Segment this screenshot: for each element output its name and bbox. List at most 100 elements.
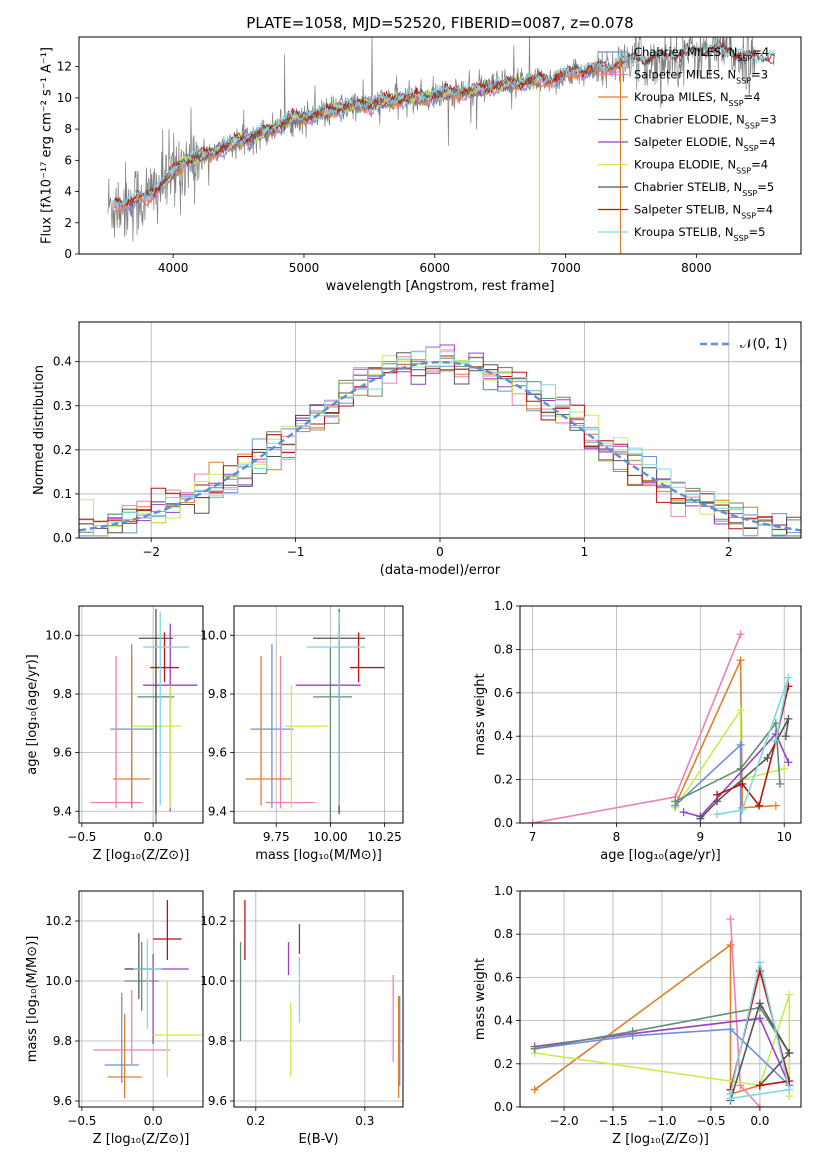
x-tick-label: −0.5 — [67, 830, 96, 844]
x-axis-label: E(B-V) — [298, 1132, 338, 1147]
legend-text: Chabrier MILES, N — [634, 45, 737, 59]
x-tick-label: 0 — [436, 545, 444, 559]
legend-label: 𝒩(0, 1) — [740, 337, 787, 352]
plot-area — [79, 344, 801, 537]
legend-sub: SSP — [744, 144, 759, 153]
legend-tail: =3 — [760, 113, 777, 127]
plot-area — [530, 915, 794, 1107]
y-tick-label: 0.4 — [494, 1014, 513, 1028]
y-tick-label: 1.0 — [494, 884, 513, 898]
y-tick-label: 0.2 — [494, 773, 513, 787]
legend-sub: SSP — [745, 121, 760, 130]
y-axis-label: mass [log₁₀(M/M⊙)] — [25, 936, 40, 1063]
y-tick-label: 0 — [64, 247, 72, 261]
y-tick-label: 4 — [64, 185, 72, 199]
weight-line — [534, 943, 761, 1096]
y-axis-label: mass weight — [473, 958, 488, 1040]
legend-sub: SSP — [737, 54, 752, 63]
x-tick-label: 5000 — [289, 261, 320, 275]
panel-mass_weight_vs_Z: −2.0 −1.5 −1.0 −0.5 0.0 0.0 0.2 0.4 0.6 0.8 1.0 Z [… — [473, 884, 802, 1147]
plot-area — [90, 608, 198, 823]
x-tick-label: −1 — [287, 545, 305, 559]
legend-label: Chabrier MILES, NSSP=4 — [634, 45, 769, 63]
legend-sub: SSP — [729, 99, 744, 108]
weight-line — [674, 743, 742, 823]
y-tick-label: 10 — [57, 91, 72, 105]
y-tick-label: 9.4 — [208, 804, 227, 818]
x-tick-label: 10 — [777, 830, 792, 844]
y-tick-label: 0.8 — [494, 927, 513, 941]
x-axis-label: (data-model)/error — [380, 563, 501, 578]
legend-sub: SSP — [736, 76, 751, 85]
panel-mass_vs_Z: −0.5 0.0 9.6 9.8 10.0 10.2 Z [log₁₀(Z/Z⊙)] mass… — [25, 890, 204, 1147]
axes-frame — [78, 605, 204, 824]
weight-line — [729, 962, 791, 1100]
y-tick-label: 10.2 — [45, 914, 72, 928]
panel-mass_weight_vs_age: 7 8 9 10 0.0 0.2 0.4 0.6 0.8 1.0 age [log₁₀(age/yr… — [473, 599, 802, 863]
weight-line — [674, 721, 781, 803]
legend-text: Salpeter ELODIE, N — [634, 135, 744, 149]
model-spectrum-line — [113, 42, 775, 208]
y-tick-label: 9.8 — [53, 1034, 72, 1048]
x-tick-label: −1.0 — [647, 1114, 676, 1128]
y-tick-label: 0.0 — [494, 1100, 513, 1114]
panel-spectrum: 4000 5000 6000 7000 8000 0 2 4 6 8 10 12 wavelength … — [39, 14, 802, 294]
legend-sub: SSP — [736, 166, 751, 175]
legend-label: Chabrier STELIB, NSSP=5 — [634, 180, 774, 198]
chart-title: PLATE=1058, MJD=52520, FIBERID=0087, z=0… — [246, 14, 633, 32]
legend-text: Chabrier ELODIE, N — [634, 113, 745, 127]
y-tick-label: 10.0 — [45, 628, 72, 642]
y-tick-label: 8 — [64, 122, 72, 136]
histogram-step — [79, 351, 801, 537]
x-tick-label: −2.0 — [549, 1114, 578, 1128]
legend-label: Salpeter STELIB, NSSP=4 — [634, 203, 773, 221]
plot-area — [107, 37, 775, 254]
legend-text: Kroupa STELIB, N — [634, 225, 734, 239]
legend-tail: =5 — [757, 180, 774, 194]
y-tick-label: 0.3 — [53, 399, 72, 413]
legend-tail: =4 — [751, 158, 768, 172]
legend-tail: =3 — [751, 68, 768, 82]
model-spectrum-line — [113, 39, 775, 209]
axes-frame — [78, 36, 802, 255]
legend-text: Salpeter MILES, N — [634, 68, 736, 82]
x-tick-label: −0.5 — [67, 1114, 96, 1128]
weight-line — [534, 1006, 790, 1054]
x-tick-label: 9.75 — [263, 830, 290, 844]
y-axis-label: mass weight — [473, 673, 488, 755]
axes-frame — [233, 605, 404, 824]
y-tick-label: 2 — [64, 216, 72, 230]
plot-area — [245, 608, 385, 823]
x-axis-label: Z [log₁₀(Z/Z⊙)] — [93, 1132, 190, 1147]
legend-text: Kroupa MILES, N — [634, 90, 729, 104]
y-tick-label: 10.2 — [200, 914, 227, 928]
x-tick-label: 0.0 — [144, 1114, 163, 1128]
axes-frame — [78, 321, 802, 539]
legend-tail: =4 — [759, 135, 776, 149]
legend-text: Chabrier STELIB, N — [634, 180, 742, 194]
legend-label: Kroupa MILES, NSSP=4 — [634, 90, 760, 108]
legend-sub: SSP — [741, 211, 756, 220]
panel-mass_vs_EBV: 0.2 0.3 9.6 9.8 10.0 10.2 E(B-V) — [200, 890, 404, 1147]
y-tick-label: 0.2 — [53, 443, 72, 457]
y-tick-label: 9.6 — [53, 1094, 72, 1108]
y-tick-label: 0.4 — [53, 355, 72, 369]
y-tick-label: 0.4 — [494, 729, 513, 743]
legend-tail: =5 — [749, 225, 766, 239]
x-tick-label: 10.00 — [313, 830, 347, 844]
x-axis-label: age [log₁₀(age/yr)] — [600, 848, 721, 863]
y-tick-label: 9.8 — [208, 687, 227, 701]
y-tick-label: 12 — [57, 60, 72, 74]
x-tick-label: −0.5 — [696, 1114, 725, 1128]
y-tick-label: 9.6 — [208, 746, 227, 760]
y-tick-label: 0.6 — [494, 970, 513, 984]
axes-frame — [233, 890, 404, 1108]
plot-area — [239, 900, 401, 1098]
x-axis-label: wavelength [Angstrom, rest frame] — [326, 279, 555, 294]
weight-line — [534, 1028, 790, 1086]
x-tick-label: 6000 — [419, 261, 450, 275]
y-tick-label: 9.4 — [53, 804, 72, 818]
y-tick-label: 10.0 — [200, 628, 227, 642]
x-tick-label: 8 — [613, 830, 621, 844]
legend-sub: SSP — [742, 189, 757, 198]
